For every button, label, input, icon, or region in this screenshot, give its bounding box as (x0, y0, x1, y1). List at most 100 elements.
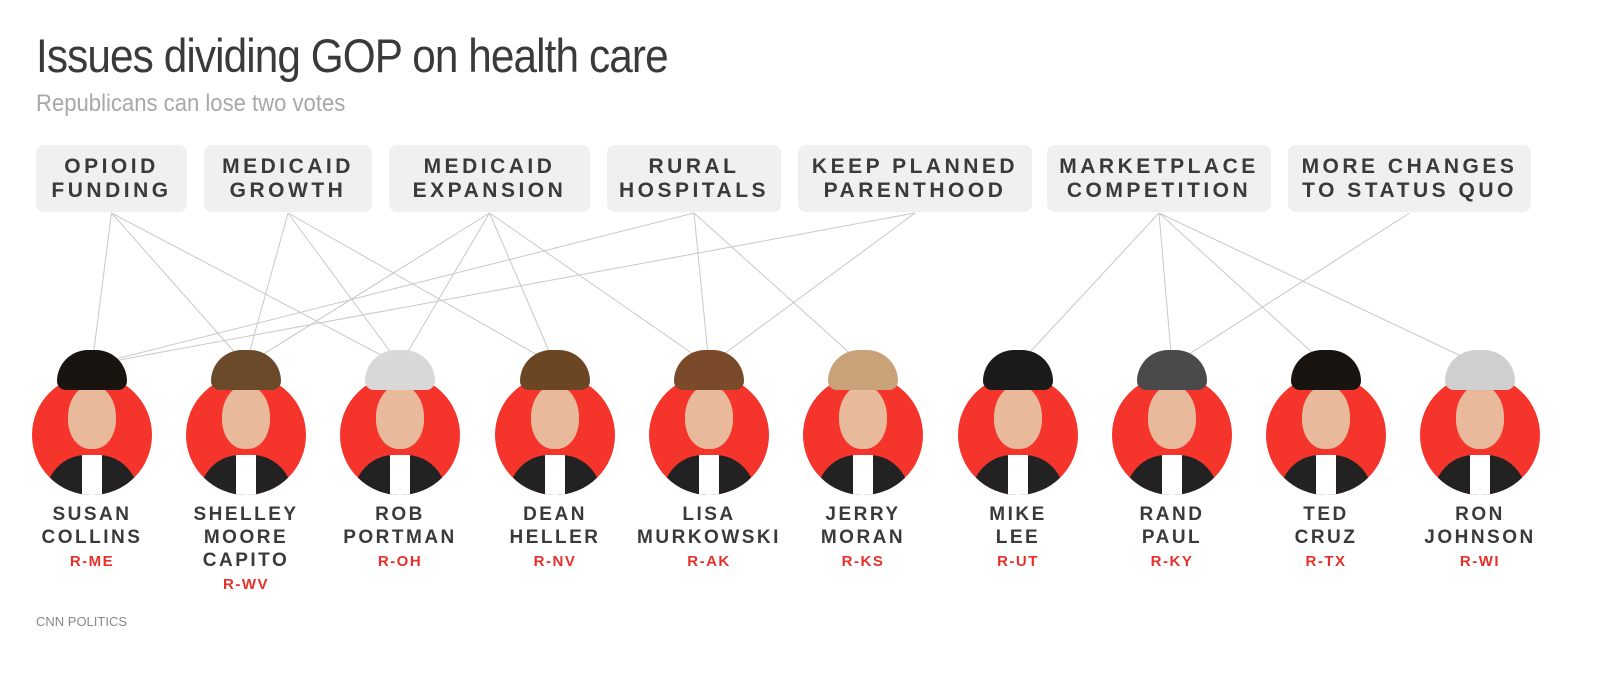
senator-photo (17, 350, 167, 495)
source-credit: CNN POLITICS (36, 614, 128, 629)
shirt (1008, 455, 1028, 495)
page-subtitle: Republicans can lose two votes (36, 90, 346, 117)
connection-line (1171, 212, 1410, 366)
senator-card: SUSAN COLLINS R-ME (17, 350, 167, 570)
issue-more: MORE CHANGES TO STATUS QUO (1288, 145, 1531, 212)
connection-line (1158, 212, 1173, 366)
face (1302, 385, 1350, 449)
senator-name: SHELLEY MOORE CAPITO (193, 504, 299, 571)
senator-photo (1097, 350, 1247, 495)
red-circle-background (1420, 375, 1540, 495)
red-circle-background (1266, 375, 1386, 495)
senator-card: SHELLEY MOORE CAPITO R-WV (171, 350, 321, 593)
issue-label: MORE CHANGES TO STATUS QUO (1301, 154, 1518, 202)
hair (1291, 350, 1361, 390)
senator-name: RON JOHNSON (1424, 504, 1536, 548)
senator-card: RAND PAUL R-KY (1097, 350, 1247, 570)
senator-state: R-OH (377, 553, 423, 570)
face (685, 385, 733, 449)
shirt (699, 455, 719, 495)
senator-state: R-WI (1459, 553, 1501, 570)
connection-line (287, 212, 556, 366)
connection-line (245, 212, 490, 366)
connection-line (287, 212, 401, 366)
face (222, 385, 270, 449)
senator-photo (1251, 350, 1401, 495)
hair (674, 350, 744, 390)
issue-expansion: MEDICAID EXPANSION (389, 145, 590, 212)
senator-name: RAND PAUL (1139, 504, 1205, 548)
senator-card: RON JOHNSON R-WI (1405, 350, 1555, 570)
connection-line (111, 212, 247, 366)
connection-line (111, 212, 401, 366)
senator-state: R-TX (1305, 553, 1347, 570)
issue-label: RURAL HOSPITALS (618, 154, 770, 202)
red-circle-background (32, 375, 152, 495)
shirt (853, 455, 873, 495)
connection-line (91, 212, 916, 366)
senator-state: R-KS (841, 553, 885, 570)
face (994, 385, 1042, 449)
senator-state: R-ME (69, 553, 115, 570)
senator-state: R-NV (533, 553, 577, 570)
face (531, 385, 579, 449)
hair (828, 350, 898, 390)
senator-photo (943, 350, 1093, 495)
issue-label: KEEP PLANNED PARENTHOOD (811, 154, 1019, 202)
senator-state: R-AK (687, 553, 731, 570)
hair (211, 350, 281, 390)
connection-line (708, 212, 916, 366)
page-title: Issues dividing GOP on health care (36, 29, 669, 82)
shirt (545, 455, 565, 495)
senator-card: DEAN HELLER R-NV (480, 350, 630, 570)
senator-name: MIKE LEE (989, 504, 1047, 548)
face (1456, 385, 1504, 449)
hair (983, 350, 1053, 390)
shirt (1470, 455, 1490, 495)
issue-label: MARKETPLACE COMPETITION (1059, 154, 1259, 202)
senator-photo (634, 350, 784, 495)
connection-line (489, 212, 556, 366)
connection-line (91, 212, 112, 366)
senator-photo (480, 350, 630, 495)
shirt (236, 455, 256, 495)
senator-card: LISA MURKOWSKI R-AK (634, 350, 784, 570)
issue-market: MARKETPLACE COMPETITION (1047, 145, 1271, 212)
connection-line (91, 212, 695, 366)
senator-name: SUSAN COLLINS (41, 504, 143, 548)
senator-card: TED CRUZ R-TX (1251, 350, 1401, 570)
issue-rural: RURAL HOSPITALS (607, 145, 781, 212)
senator-name: LISA MURKOWSKI (637, 504, 781, 548)
connection-line (1017, 212, 1160, 366)
face (68, 385, 116, 449)
issue-label: MEDICAID GROWTH (222, 154, 354, 202)
issue-opioid: OPIOID FUNDING (36, 145, 187, 212)
shirt (390, 455, 410, 495)
issue-label: OPIOID FUNDING (51, 154, 172, 202)
senator-name: ROB PORTMAN (343, 504, 457, 548)
connection-line (489, 212, 710, 366)
senator-card: ROB PORTMAN R-OH (325, 350, 475, 570)
senator-photo (171, 350, 321, 495)
senator-state: R-KY (1150, 553, 1194, 570)
senator-name: DEAN HELLER (509, 504, 601, 548)
issue-growth: MEDICAID GROWTH (204, 145, 372, 212)
hair (57, 350, 127, 390)
connection-line (399, 212, 490, 366)
face (839, 385, 887, 449)
senator-state: R-UT (997, 553, 1039, 570)
face (376, 385, 424, 449)
red-circle-background (340, 375, 460, 495)
senator-name: JERRY MORAN (820, 504, 906, 548)
senator-state: R-WV (223, 576, 269, 593)
shirt (82, 455, 102, 495)
senator-card: MIKE LEE R-UT (943, 350, 1093, 570)
red-circle-background (186, 375, 306, 495)
hair (1445, 350, 1515, 390)
hair (520, 350, 590, 390)
face (1148, 385, 1196, 449)
red-circle-background (803, 375, 923, 495)
senator-name: TED CRUZ (1294, 504, 1358, 548)
senator-card: JERRY MORAN R-KS (788, 350, 938, 570)
